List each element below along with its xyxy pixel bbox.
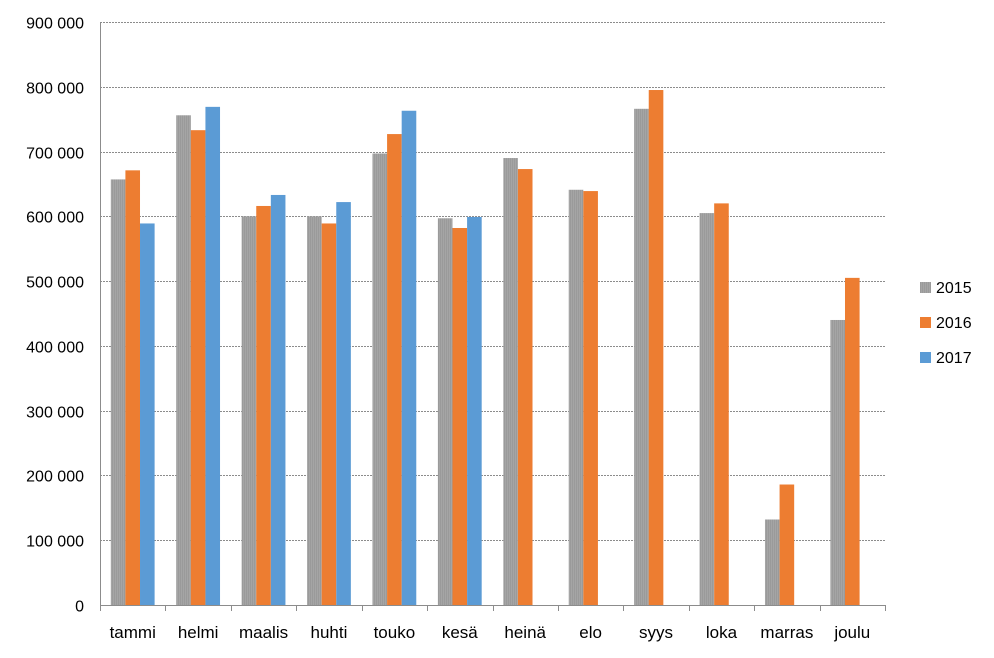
legend-swatch-2017 xyxy=(920,352,931,363)
bar-2016-loka xyxy=(714,203,729,605)
bar-2017-tammi xyxy=(140,223,155,605)
y-tick-label: 700 000 xyxy=(26,146,84,163)
bar-2016-helmi xyxy=(190,130,206,605)
x-category-label: syys xyxy=(639,623,673,642)
bar-2015-kesä xyxy=(437,218,453,605)
x-category-label: tammi xyxy=(110,623,156,642)
y-tick-label: 0 xyxy=(75,599,84,616)
bar-2016-marras xyxy=(779,484,795,605)
y-tick-label: 800 000 xyxy=(26,81,84,98)
axis-layer: 0 100 000 200 000 300 000 400 000 500 000 600 … xyxy=(26,16,886,642)
x-category-label: loka xyxy=(706,623,738,642)
legend: 2015 2016 2017 xyxy=(920,280,972,367)
x-category-label: helmi xyxy=(178,623,219,642)
x-category-label: elo xyxy=(579,623,602,642)
bar-2015-helmi xyxy=(176,115,191,605)
legend-swatch-2015 xyxy=(920,282,931,293)
bar-2015-joulu xyxy=(830,319,845,605)
x-category-label: kesä xyxy=(442,623,478,642)
bar-2016-elo xyxy=(583,191,598,605)
bar-2017-kesä xyxy=(467,216,482,606)
y-tick-label: 300 000 xyxy=(26,405,84,422)
bar-2015-heinä xyxy=(503,158,518,605)
x-category-label: marras xyxy=(760,623,813,642)
grid-layer xyxy=(100,22,885,541)
bar-2017-helmi xyxy=(205,106,221,606)
x-category-label: maalis xyxy=(239,623,288,642)
bar-2016-syys xyxy=(648,90,664,605)
y-tick-label: 500 000 xyxy=(26,275,84,292)
bar-2016-heinä xyxy=(517,169,533,606)
bar-2015-marras xyxy=(764,519,780,605)
bar-2015-huhti xyxy=(307,216,322,605)
bar-2017-touko xyxy=(401,110,417,605)
x-category-label: heinä xyxy=(504,623,546,642)
y-tick-label: 600 000 xyxy=(26,210,84,227)
bar-2017-maalis xyxy=(270,194,286,605)
bar-2015-loka xyxy=(699,213,715,605)
legend-label: 2017 xyxy=(936,350,972,367)
legend-label: 2015 xyxy=(936,280,972,297)
bar-2015-syys xyxy=(634,108,649,606)
y-tick-label: 900 000 xyxy=(26,16,84,33)
legend-swatch-2016 xyxy=(920,317,931,328)
x-category-label: huhti xyxy=(311,623,348,642)
bar-2016-kesä xyxy=(452,227,468,606)
bar-2016-maalis xyxy=(256,205,271,605)
x-category-label: touko xyxy=(374,623,416,642)
y-tick-label: 400 000 xyxy=(26,340,84,357)
bar-2015-elo xyxy=(568,189,584,605)
y-tick-label: 100 000 xyxy=(26,534,84,551)
bar-2016-joulu xyxy=(844,277,860,605)
bar-2016-huhti xyxy=(321,223,337,605)
y-tick-label: 200 000 xyxy=(26,469,84,486)
bar-2015-maalis xyxy=(241,216,257,605)
bar-2015-touko xyxy=(372,153,388,605)
bars-layer xyxy=(110,90,860,606)
legend-label: 2016 xyxy=(936,315,972,332)
bar-2016-tammi xyxy=(125,170,141,605)
x-category-label: joulu xyxy=(833,623,870,642)
bar-2016-touko xyxy=(387,134,402,605)
bar-2017-huhti xyxy=(336,202,351,605)
bar-2015-tammi xyxy=(110,179,126,605)
